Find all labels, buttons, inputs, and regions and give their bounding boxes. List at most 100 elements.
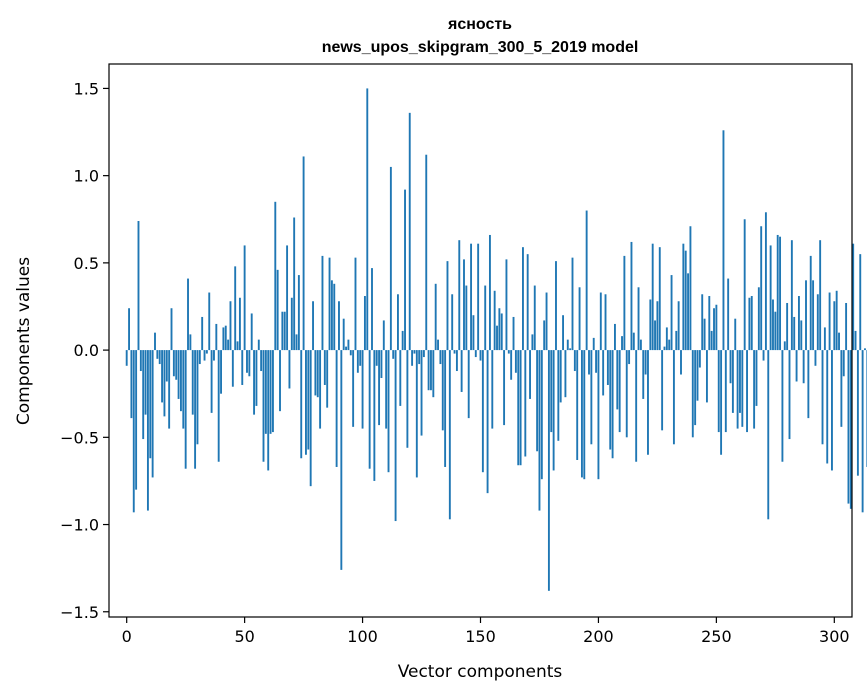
- bar: [158, 350, 161, 365]
- bar: [861, 350, 864, 513]
- bar: [717, 350, 720, 433]
- bar: [623, 255, 626, 351]
- bar: [753, 350, 756, 429]
- bar: [658, 247, 661, 351]
- bar: [618, 350, 621, 433]
- bar: [630, 241, 633, 351]
- bar: [677, 301, 680, 351]
- bar: [371, 268, 373, 351]
- bar: [338, 301, 340, 351]
- bar: [217, 350, 220, 462]
- bar: [845, 302, 848, 351]
- bar: [849, 350, 852, 509]
- bar: [224, 325, 227, 351]
- bar: [486, 350, 489, 494]
- bar: [564, 350, 567, 398]
- bar: [731, 350, 734, 413]
- bar: [137, 221, 140, 351]
- bar: [595, 350, 598, 373]
- bar: [831, 350, 833, 471]
- bar: [366, 88, 369, 351]
- bar: [281, 311, 284, 351]
- bar: [859, 254, 862, 351]
- bar: [180, 350, 182, 412]
- bar: [333, 283, 336, 351]
- bar: [255, 350, 258, 406]
- bar: [408, 112, 411, 351]
- bar: [201, 316, 204, 351]
- bar: [510, 350, 513, 380]
- bar: [248, 350, 251, 377]
- bar: [236, 341, 239, 351]
- x-tick-label: 50: [234, 627, 254, 646]
- bar: [729, 350, 732, 384]
- bar: [668, 339, 671, 351]
- bar: [354, 257, 357, 351]
- bar: [368, 350, 371, 469]
- bar: [590, 350, 593, 445]
- bar: [387, 350, 390, 473]
- bar: [455, 350, 458, 372]
- bar: [807, 350, 810, 419]
- bar: [727, 278, 730, 351]
- bar: [323, 350, 326, 385]
- bar: [746, 350, 748, 433]
- bar: [481, 350, 484, 473]
- bar: [701, 294, 704, 351]
- bar: [125, 350, 128, 366]
- bar: [479, 350, 482, 361]
- bar: [484, 285, 487, 351]
- bar: [705, 350, 708, 403]
- bar: [639, 339, 642, 351]
- bar: [498, 308, 501, 351]
- bar: [517, 350, 520, 466]
- bar: [356, 350, 359, 373]
- bar: [788, 350, 791, 440]
- bar: [847, 350, 850, 504]
- bar: [670, 275, 673, 351]
- bar: [135, 350, 138, 490]
- bar: [215, 323, 218, 351]
- y-tick-label: 0.5: [74, 254, 99, 273]
- bar: [680, 350, 682, 375]
- bar-series: [125, 88, 867, 591]
- bar: [722, 130, 725, 351]
- bar: [734, 318, 737, 351]
- bar: [710, 330, 713, 351]
- bar: [321, 255, 324, 351]
- bar: [793, 316, 796, 351]
- bar: [550, 350, 553, 433]
- bar: [128, 308, 130, 351]
- bar: [406, 350, 409, 448]
- bar: [399, 350, 402, 406]
- bar: [165, 350, 168, 382]
- bar: [651, 243, 654, 351]
- bar: [543, 320, 546, 351]
- bar: [151, 350, 154, 478]
- bar: [231, 350, 234, 387]
- bar: [220, 350, 222, 394]
- bar: [300, 350, 303, 459]
- bar: [203, 350, 206, 361]
- bar: [361, 350, 364, 429]
- bar: [795, 350, 798, 382]
- bar: [840, 350, 843, 427]
- bar: [580, 350, 583, 478]
- bar: [628, 350, 631, 365]
- bar: [352, 350, 355, 427]
- bar: [649, 299, 652, 351]
- bar: [642, 350, 645, 399]
- bar: [288, 350, 291, 389]
- bar: [458, 240, 461, 351]
- bar: [434, 283, 437, 351]
- bar: [446, 261, 449, 351]
- bar: [809, 255, 812, 351]
- bar: [415, 350, 418, 478]
- bar: [493, 290, 496, 351]
- bar: [526, 254, 529, 351]
- bar: [418, 350, 421, 365]
- bar: [588, 350, 590, 375]
- x-tick-label: 200: [583, 627, 614, 646]
- bar: [500, 313, 503, 351]
- bar: [227, 339, 230, 351]
